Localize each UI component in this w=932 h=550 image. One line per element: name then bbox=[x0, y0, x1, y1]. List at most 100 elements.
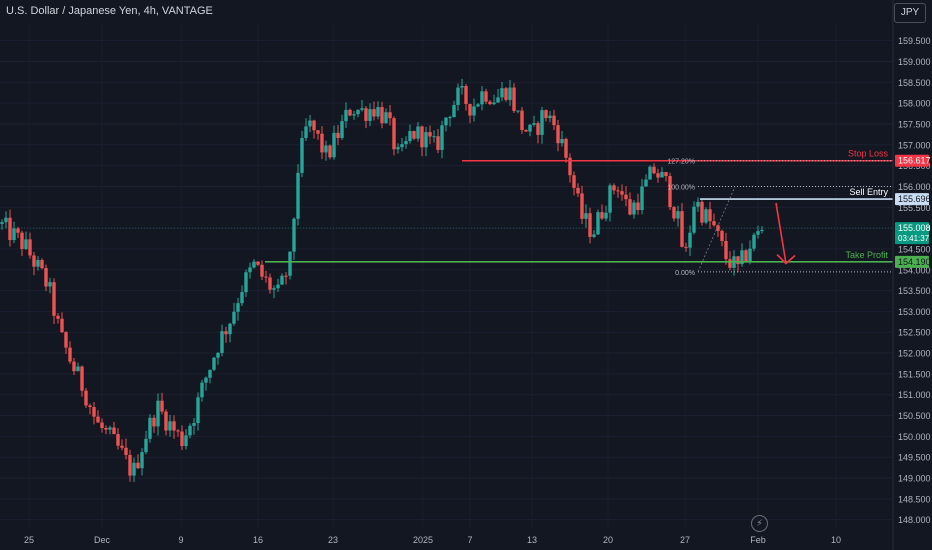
y-tick-label: 152.500 bbox=[898, 328, 931, 338]
candle-body bbox=[708, 209, 712, 222]
candle-body bbox=[692, 206, 696, 233]
price-axis-label: 156.617 bbox=[898, 156, 931, 166]
price-axis-label-bg bbox=[895, 193, 929, 206]
price-axis-label-bg bbox=[895, 154, 929, 167]
candle-body bbox=[180, 431, 184, 447]
candle-body bbox=[12, 228, 16, 241]
candle-body bbox=[416, 126, 420, 139]
candle-body bbox=[664, 172, 668, 177]
candle-body bbox=[308, 120, 312, 127]
candles bbox=[0, 78, 764, 482]
candle-body bbox=[668, 176, 672, 208]
fib-label: 127.20% bbox=[667, 159, 695, 166]
candle-body bbox=[140, 452, 144, 469]
candle-body bbox=[68, 347, 72, 362]
price-levels[interactable]: Stop Loss Sell Entry Take Profit 127.20% 100… bbox=[265, 149, 893, 277]
candle-body bbox=[484, 91, 488, 102]
candle-body bbox=[380, 107, 384, 124]
candle-body bbox=[756, 231, 760, 235]
candle-body bbox=[40, 260, 44, 269]
candle-body bbox=[388, 112, 392, 119]
y-tick-label: 149.000 bbox=[898, 474, 931, 484]
candle-body bbox=[312, 120, 316, 131]
candle-body bbox=[396, 147, 400, 150]
currency-button[interactable]: JPY bbox=[894, 3, 926, 23]
x-tick-label: 16 bbox=[253, 535, 263, 545]
price-axis-label-bg bbox=[895, 255, 929, 268]
candle-body bbox=[440, 125, 444, 150]
candle-body bbox=[608, 185, 612, 213]
candle-body bbox=[268, 277, 272, 290]
candle-body bbox=[44, 268, 48, 287]
candle-body bbox=[696, 201, 700, 207]
candle-body bbox=[360, 108, 364, 110]
candle-body bbox=[336, 132, 340, 139]
sell-entry-label: Sell Entry bbox=[849, 187, 888, 197]
candle-body bbox=[488, 101, 492, 105]
candle-body bbox=[136, 462, 140, 469]
grid bbox=[0, 24, 893, 528]
candle-body bbox=[96, 416, 100, 423]
candle-body bbox=[248, 267, 252, 273]
candle-body bbox=[412, 131, 416, 139]
x-tick-label: 9 bbox=[178, 535, 183, 545]
candle-body bbox=[492, 102, 496, 105]
candle-body bbox=[520, 110, 524, 131]
sell-arrow-head bbox=[776, 253, 796, 265]
take-profit-label: Take Profit bbox=[845, 250, 888, 260]
candle-body bbox=[244, 272, 248, 293]
y-tick-label: 157.000 bbox=[898, 140, 931, 150]
candle-body bbox=[392, 118, 396, 150]
candle-body bbox=[148, 417, 152, 439]
candle-body bbox=[436, 136, 440, 150]
candle-body bbox=[280, 275, 284, 285]
candle-body bbox=[620, 191, 624, 195]
candle-body bbox=[660, 172, 664, 178]
candle-body bbox=[224, 331, 228, 335]
candle-body bbox=[320, 133, 324, 153]
candle-body bbox=[228, 323, 232, 335]
y-tick-label: 158.500 bbox=[898, 78, 931, 88]
candle-body bbox=[32, 255, 36, 267]
price-axis-label: 155.696 bbox=[898, 194, 931, 204]
x-tick-label: 2025 bbox=[413, 535, 433, 545]
candle-body bbox=[260, 264, 264, 277]
y-tick-label: 156.000 bbox=[898, 182, 931, 192]
lightning-icon[interactable]: ⚡ bbox=[751, 515, 768, 532]
candle-body bbox=[196, 397, 200, 424]
candle-body bbox=[740, 250, 744, 265]
candle-body bbox=[744, 250, 748, 262]
candle-body bbox=[176, 430, 180, 432]
x-tick-label: 23 bbox=[328, 535, 338, 545]
candle-body bbox=[572, 175, 576, 188]
candle-body bbox=[508, 87, 512, 100]
candle-body bbox=[556, 125, 560, 144]
candle-body bbox=[124, 447, 128, 455]
y-tick-label: 154.000 bbox=[898, 265, 931, 275]
candle-body bbox=[592, 234, 596, 237]
y-tick-label: 148.000 bbox=[898, 515, 931, 525]
candle-body bbox=[236, 303, 240, 312]
countdown-label: 03:41:37 bbox=[898, 234, 930, 243]
candle-body bbox=[428, 132, 432, 137]
candle-body bbox=[200, 382, 204, 398]
y-tick-label: 159.500 bbox=[898, 36, 931, 46]
y-tick-label: 151.500 bbox=[898, 369, 931, 379]
candle-body bbox=[560, 138, 564, 144]
candle-body bbox=[164, 411, 168, 431]
x-axis[interactable]: 25 Dec 9 16 23 2025 7 13 20 27 Feb 10 bbox=[24, 535, 841, 545]
y-axis[interactable]: 159.500 159.000 158.500 158.000 157.500 157.0… bbox=[892, 0, 931, 550]
candle-body bbox=[656, 173, 660, 178]
candle-body bbox=[304, 126, 308, 138]
candle-body bbox=[300, 137, 304, 173]
price-axis-label: 155.008 bbox=[898, 223, 931, 233]
x-tick-label: 13 bbox=[527, 535, 537, 545]
candle-body bbox=[168, 421, 172, 431]
candle-body bbox=[648, 166, 652, 180]
candle-body bbox=[192, 423, 196, 426]
candle-body bbox=[88, 405, 92, 408]
candle-body bbox=[284, 275, 288, 277]
candle-body bbox=[472, 106, 476, 116]
candle-body bbox=[684, 246, 688, 248]
